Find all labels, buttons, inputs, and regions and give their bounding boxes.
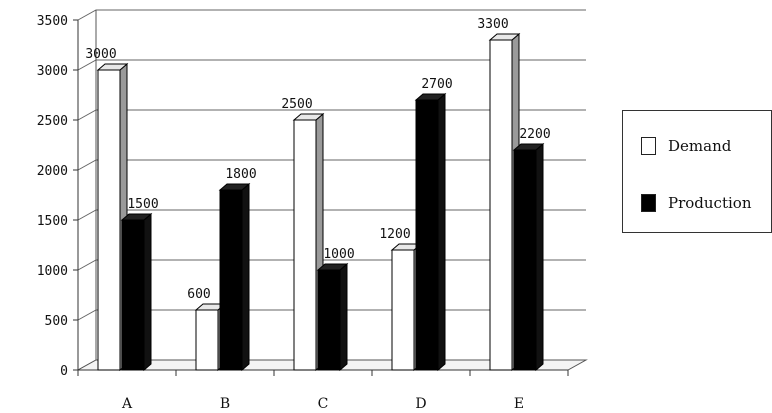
- bar-side: [339, 262, 348, 372]
- bar-top: [120, 213, 153, 221]
- y-tick-label: 2500: [37, 114, 68, 129]
- bar-top: [488, 33, 521, 41]
- legend-item-demand: Demand: [641, 137, 731, 155]
- x-tick-label: A: [121, 396, 133, 412]
- bar-side: [143, 212, 152, 372]
- bar-front: [97, 69, 121, 371]
- data-label-demand-b: 600: [187, 287, 210, 302]
- data-label-production-b: 1800: [225, 167, 256, 182]
- data-label-demand-a: 3000: [85, 47, 116, 62]
- legend-swatch-production: [641, 194, 656, 212]
- bar-front: [391, 249, 415, 371]
- bar-production-b: [218, 182, 251, 372]
- bar-front: [121, 219, 145, 371]
- y-tick-label: 3000: [37, 64, 68, 79]
- bar-production-a: [120, 212, 153, 372]
- bar-front: [219, 189, 243, 371]
- y-tick-label: 2000: [37, 164, 68, 179]
- legend-label-production: Production: [668, 194, 752, 212]
- bar-side: [535, 142, 544, 372]
- x-tick-label: D: [415, 396, 426, 412]
- bar-top: [316, 263, 349, 271]
- bar-top: [96, 63, 129, 71]
- bar-production-e: [512, 142, 545, 372]
- bar-side: [241, 182, 250, 372]
- bars: [96, 32, 545, 372]
- bar-top: [414, 93, 447, 101]
- x-tick-label: E: [514, 396, 524, 412]
- y-tick-label: 1500: [37, 214, 68, 229]
- data-label-production-e: 2200: [519, 127, 550, 142]
- bar-top: [512, 143, 545, 151]
- data-label-demand-e: 3300: [477, 17, 508, 32]
- bar-top: [218, 183, 251, 191]
- data-label-production-c: 1000: [323, 247, 354, 262]
- bar-front: [415, 99, 439, 371]
- data-label-production-d: 2700: [421, 77, 452, 92]
- legend-item-production: Production: [641, 194, 751, 212]
- y-tick-label: 1000: [37, 264, 68, 279]
- y-tick-label: 0: [60, 364, 68, 379]
- x-tick-label: B: [220, 396, 230, 412]
- back-wall-edge: [77, 10, 97, 371]
- bar-top: [292, 113, 325, 121]
- bar-side: [437, 92, 446, 372]
- bar-front: [489, 39, 513, 371]
- y-tick-label: 500: [45, 314, 68, 329]
- bar-production-d: [414, 92, 447, 372]
- legend-label-demand: Demand: [668, 137, 732, 155]
- data-label-demand-c: 2500: [281, 97, 312, 112]
- x-tick-label: C: [318, 396, 329, 412]
- y-tick-label: 3500: [37, 14, 68, 29]
- gridline: [77, 9, 586, 21]
- bar-front: [195, 309, 219, 371]
- bar-front: [513, 149, 537, 371]
- legend: Demand Production: [622, 110, 772, 233]
- bar-production-c: [316, 262, 349, 372]
- data-labels: 3000 1500 600 1800 2500 1000 1200 2700 3300 2200: [85, 17, 550, 302]
- legend-swatch-demand: [641, 137, 656, 155]
- data-label-demand-d: 1200: [379, 227, 410, 242]
- bar-front: [293, 119, 317, 371]
- bar-front: [317, 269, 341, 371]
- data-label-production-a: 1500: [127, 197, 158, 212]
